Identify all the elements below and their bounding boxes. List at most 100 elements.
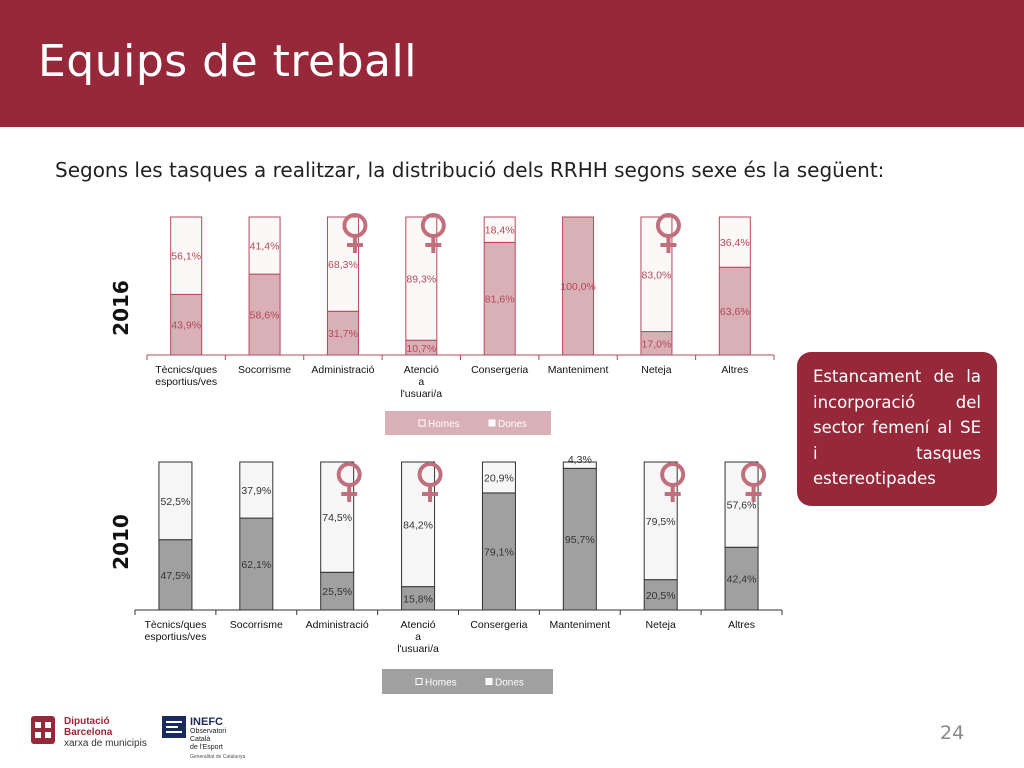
chart-2010-bar-dones-neteja <box>643 461 678 581</box>
inefc-logo-text: INEFC Observatori Català de l'Esport Gen… <box>190 716 246 760</box>
chart-2010-label-homes-t-cnics-ques-esportius-ves: 47,5% <box>161 570 191 582</box>
chart-2016-category-label: Socorrisme <box>238 364 291 376</box>
chart-2010-bar-homes-t-cnics-ques-esportius-ves <box>158 539 193 611</box>
intro-text: Segons les tasques a realitzar, la distr… <box>55 158 885 182</box>
chart-2010-bar-homes-altres <box>724 546 759 611</box>
diputacio-logo: Diputació Barcelona xarxa de municipis <box>28 714 168 756</box>
chart-2016-bar-dones-socorrisme <box>248 216 281 275</box>
chart-2016-bar-dones-t-cnics-ques-esportius-ves <box>170 216 203 295</box>
chart-2016-bar-homes-altres <box>718 266 751 356</box>
chart-2010-legend-label: Dones <box>495 678 524 689</box>
chart-2010-female-symbol-icon <box>417 462 443 502</box>
chart-2016-bar-dones-consergeria <box>483 216 516 243</box>
chart-2016-label-dones-neteja: 83,0% <box>642 269 672 281</box>
chart-2016-bar-homes-socorrisme <box>248 273 281 356</box>
chart-2010-label-homes-socorrisme: 62,1% <box>241 559 271 571</box>
chart-2010-bar-homes-neteja <box>643 579 678 611</box>
chart-2010-legend-swatch <box>415 678 423 685</box>
chart-2016-label-homes-consergeria: 81,6% <box>485 294 515 306</box>
chart-2010-label-homes-neteja: 20,5% <box>646 590 676 602</box>
header-bar: Equips de treball <box>0 0 1024 127</box>
callout-text: Estancament de la incorporació del secto… <box>813 367 981 488</box>
chart-2010-bar-dones-atenci-a-l-usuari-a <box>401 461 436 588</box>
chart-2016-female-symbol-icon <box>342 213 368 253</box>
chart-2010-category-label: Socorrisme <box>230 619 283 631</box>
chart-2016-label-dones-administraci: 68,3% <box>328 259 358 271</box>
chart-2016-legend-swatch <box>418 419 426 427</box>
chart-2016-category-label: Consergeria <box>471 364 528 376</box>
chart-2010-label-dones-neteja: 79,5% <box>646 516 676 528</box>
chart-2010-bar-dones-manteniment <box>562 461 597 469</box>
chart-2010-category-label: Administració <box>306 619 369 631</box>
chart-2010-bar-homes-manteniment <box>562 467 597 611</box>
chart-2010-category-label: Atenció <box>401 619 436 631</box>
chart-2010-label-dones-altres: 57,6% <box>727 500 757 512</box>
chart-2016-label-homes-socorrisme: 58,6% <box>250 310 280 322</box>
chart-2010-category-label: esportius/ves <box>145 631 207 643</box>
chart-2016-bar-homes-administraci <box>326 310 359 356</box>
chart-2010-bar-homes-administraci <box>320 571 355 611</box>
chart-2010-bar-dones-t-cnics-ques-esportius-ves <box>158 461 193 541</box>
chart-2016-female-symbol-icon <box>655 213 681 253</box>
chart-2016-category-label: Neteja <box>641 364 672 376</box>
chart-2010-category-label: l'usuari/a <box>397 643 439 655</box>
chart-2010-legend-label: Homes <box>425 678 457 689</box>
chart-2016-label-homes-administraci: 31,7% <box>328 328 358 340</box>
inefc-emblem-icon <box>162 716 186 738</box>
chart-2016-year-label: 2016 <box>109 280 133 336</box>
chart-2016-label-dones-atenci-a-l-usuari-a: 89,3% <box>406 274 436 286</box>
chart-2010-category-label: Neteja <box>646 619 677 631</box>
chart-2010-female-symbol-icon <box>336 462 362 502</box>
page-title: Equips de treball <box>38 36 417 87</box>
chart-2016-category-label: esportius/ves <box>155 376 217 388</box>
chart-2016-legend-swatch <box>488 419 496 427</box>
chart-2010-bar-dones-administraci <box>320 461 355 573</box>
chart-2016-category-label: Tècnics/ques <box>155 364 217 376</box>
chart-2016-bar-dones-administraci <box>326 216 359 312</box>
chart-2010-bar-dones-consergeria <box>481 461 516 494</box>
chart-2010-label-dones-socorrisme: 37,9% <box>241 485 271 497</box>
callout-box: Estancament de la incorporació del secto… <box>797 352 997 506</box>
chart-2010-bar-dones-socorrisme <box>239 461 274 519</box>
chart-2010-female-symbol-icon <box>741 462 767 502</box>
chart-2016-label-homes-manteniment: 100,0% <box>560 281 596 293</box>
chart-2016-legend <box>385 411 551 435</box>
chart-2010-category-label: a <box>415 631 421 643</box>
chart-2016-bar-dones-altres <box>718 216 751 268</box>
chart-2016-category-label: Atenció <box>404 364 439 376</box>
chart-2016-category-label: Manteniment <box>548 364 609 376</box>
chart-2016-legend-label: Dones <box>498 419 527 430</box>
chart-2010-category-label: Manteniment <box>549 619 610 631</box>
chart-2016-label-homes-altres: 63,6% <box>720 306 750 318</box>
chart-2010-category-label: Altres <box>728 619 755 631</box>
chart-2016-label-homes-t-cnics-ques-esportius-ves: 43,9% <box>171 320 201 332</box>
chart-2010-legend <box>382 669 553 694</box>
chart-2016-female-symbol-icon <box>420 213 446 253</box>
chart-2010-label-homes-altres: 42,4% <box>727 574 757 586</box>
chart-2010-label-homes-consergeria: 79,1% <box>484 546 514 558</box>
chart-2016-bar-homes-consergeria <box>483 241 516 356</box>
page-number: 24 <box>940 722 965 744</box>
chart-2016-category-label: Altres <box>721 364 748 376</box>
chart-2010-year-label: 2010 <box>109 514 133 570</box>
chart-2016-bar-homes-t-cnics-ques-esportius-ves <box>170 293 203 356</box>
diputacio-logo-text: Diputació Barcelona xarxa de municipis <box>64 716 147 749</box>
chart-2010-bar-homes-consergeria <box>481 492 516 611</box>
chart-2010-legend-swatch <box>485 678 493 685</box>
chart-2010-category-label: Tècnics/ques <box>145 619 207 631</box>
chart-2016-label-dones-socorrisme: 41,4% <box>250 241 280 253</box>
chart-2016-label-homes-atenci-a-l-usuari-a: 10,7% <box>406 343 436 355</box>
chart-2010-label-dones-manteniment: 4,3% <box>568 454 592 466</box>
chart-2010-label-homes-administraci: 25,5% <box>322 586 352 598</box>
chart-2010-female-symbol-icon <box>660 462 686 502</box>
chart-2010-category-label: Consergeria <box>470 619 527 631</box>
chart-2016-bar-homes-manteniment <box>562 216 595 356</box>
chart-2016-label-dones-altres: 36,4% <box>720 237 750 249</box>
chart-2016-legend-label: Homes <box>428 419 460 430</box>
chart-2016-label-dones-t-cnics-ques-esportius-ves: 56,1% <box>171 251 201 263</box>
diputacio-emblem-icon <box>31 716 55 744</box>
chart-2016-category-label: l'usuari/a <box>400 388 442 400</box>
chart-2010-label-homes-atenci-a-l-usuari-a: 15,8% <box>403 593 433 605</box>
chart-2016-category-label: Administració <box>311 364 374 376</box>
